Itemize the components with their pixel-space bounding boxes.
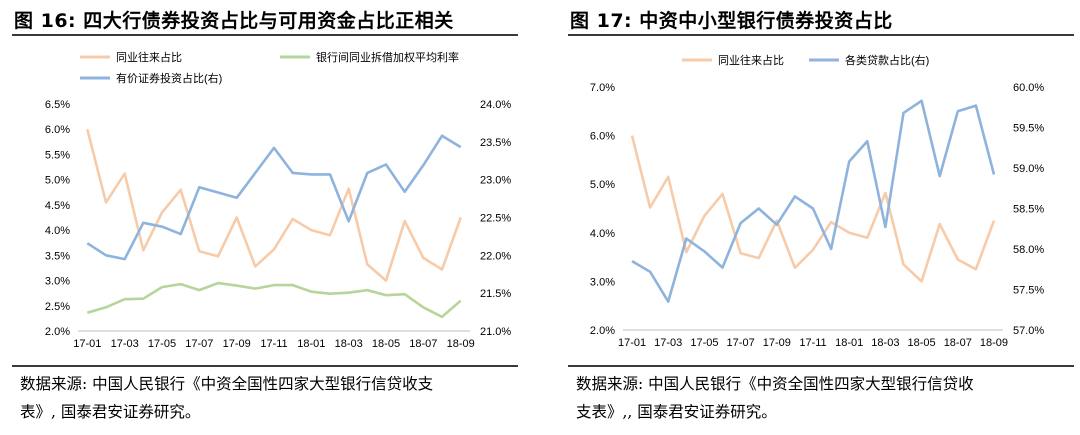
x-tick-label: 17-05 bbox=[690, 337, 718, 349]
series-line-2 bbox=[631, 99, 996, 303]
x-tick-label: 18-07 bbox=[409, 338, 437, 350]
series-line-2 bbox=[86, 281, 462, 319]
legend-label: 有价证券投资占比(右) bbox=[116, 71, 222, 85]
source-line-1: 数据来源: 中国人民银行《中资全国性四家大型银行信贷收 bbox=[576, 375, 974, 393]
y-tick-label: 6.0% bbox=[45, 124, 70, 136]
x-tick-label: 17-11 bbox=[799, 337, 826, 349]
y-tick-label: 5.5% bbox=[45, 149, 70, 161]
x-tick-label: 17-03 bbox=[654, 337, 682, 349]
y2-tick-label: 21.0% bbox=[480, 326, 511, 338]
y-tick-label: 5.0% bbox=[590, 179, 615, 191]
figure-16-source: 数据来源: 中国人民银行《中资全国性四家大型银行信贷收支 表》, 国泰君安证券研… bbox=[20, 370, 433, 426]
y-tick-label: 4.0% bbox=[590, 228, 615, 240]
legend-label: 各类贷款占比(右) bbox=[845, 53, 929, 67]
y2-tick-label: 24.0% bbox=[480, 99, 511, 111]
y-tick-label: 3.0% bbox=[590, 276, 615, 288]
y2-tick-label: 60.0% bbox=[1013, 82, 1044, 94]
x-tick-label: 18-09 bbox=[447, 338, 475, 350]
y-tick-label: 5.0% bbox=[45, 175, 70, 187]
x-tick-label: 18-05 bbox=[372, 338, 400, 350]
x-tick-label: 18-05 bbox=[908, 337, 936, 349]
x-tick-label: 17-03 bbox=[111, 338, 139, 350]
y-tick-label: 4.0% bbox=[45, 225, 70, 237]
x-tick-label: 18-07 bbox=[944, 337, 972, 349]
legend-label: 同业往来占比 bbox=[116, 50, 182, 64]
y2-tick-label: 57.0% bbox=[1013, 325, 1044, 337]
y2-tick-label: 59.5% bbox=[1013, 123, 1044, 135]
bottom-rule bbox=[568, 365, 1074, 367]
y-tick-label: 2.0% bbox=[590, 325, 615, 337]
y2-tick-label: 59.0% bbox=[1013, 163, 1044, 175]
x-tick-label: 18-03 bbox=[335, 338, 363, 350]
series-line-3 bbox=[86, 134, 462, 261]
source-line-1: 数据来源: 中国人民银行《中资全国性四家大型银行信贷收支 bbox=[20, 375, 434, 393]
chart-16: 2.0% 2.5% 3.0% 3.5% 4.0% 4.5% 5.0% 5.5% 6.0% 6.5%… bbox=[45, 50, 511, 350]
y2-tick-label: 23.5% bbox=[480, 137, 511, 149]
x-tick-label: 17-01 bbox=[73, 338, 101, 350]
y-tick-label: 3.0% bbox=[45, 276, 70, 288]
source-line-2: 支表》,, 国泰君安证券研究。 bbox=[576, 403, 777, 421]
y2-tick-label: 21.5% bbox=[480, 288, 511, 300]
y-tick-label: 3.5% bbox=[45, 250, 70, 262]
figure-17-panel: 图 17: 中资中小型银行债券投资占比 2.0% 3.0% 4.0% 5.0% 6.0%… bbox=[556, 0, 1080, 435]
x-tick-label: 18-01 bbox=[297, 338, 325, 350]
x-tick-label: 17-07 bbox=[727, 337, 755, 349]
x-tick-label: 18-03 bbox=[871, 337, 899, 349]
chart-17: 2.0% 3.0% 4.0% 5.0% 6.0% 7.0% 57.0% 57.5% 58.0% 5… bbox=[590, 53, 1044, 349]
y-tick-label: 6.5% bbox=[45, 99, 70, 111]
legend-label: 银行间同业拆借加权平均利率 bbox=[316, 50, 459, 64]
x-tick-label: 17-05 bbox=[148, 338, 176, 350]
y-tick-label: 4.5% bbox=[45, 200, 70, 212]
y-tick-label: 6.0% bbox=[590, 131, 615, 143]
figure-16-title: 图 16: 四大行债券投资占比与可用资金占比正相关 bbox=[14, 10, 454, 32]
title-rule bbox=[12, 34, 518, 36]
figure-17-title: 图 17: 中资中小型银行债券投资占比 bbox=[570, 10, 893, 32]
figure-16-panel: 图 16: 四大行债券投资占比与可用资金占比正相关 2.0% 2.5% 3.0% 3.… bbox=[0, 0, 530, 435]
x-tick-label: 17-09 bbox=[763, 337, 791, 349]
source-line-2: 表》, 国泰君安证券研究。 bbox=[20, 403, 201, 421]
x-tick-label: 18-01 bbox=[835, 337, 863, 349]
y-tick-label: 2.0% bbox=[45, 326, 70, 338]
y-tick-label: 2.5% bbox=[45, 301, 70, 313]
y2-tick-label: 58.5% bbox=[1013, 204, 1044, 216]
x-tick-label: 17-09 bbox=[223, 338, 251, 350]
figure-17-source: 数据来源: 中国人民银行《中资全国性四家大型银行信贷收 支表》,, 国泰君安证券… bbox=[576, 370, 974, 426]
x-tick-label: 18-09 bbox=[980, 337, 1008, 349]
bottom-rule bbox=[12, 365, 518, 367]
y2-tick-label: 57.5% bbox=[1013, 285, 1044, 297]
series-line-1 bbox=[630, 135, 996, 283]
y2-tick-label: 22.0% bbox=[480, 250, 511, 262]
legend-label: 同业往来占比 bbox=[718, 53, 784, 67]
series-line-1 bbox=[86, 128, 462, 282]
title-rule bbox=[568, 34, 1074, 36]
x-tick-label: 17-07 bbox=[185, 338, 213, 350]
y2-tick-label: 58.0% bbox=[1013, 244, 1044, 256]
y2-tick-label: 23.0% bbox=[480, 175, 511, 187]
x-tick-label: 17-11 bbox=[260, 338, 287, 350]
y-tick-label: 7.0% bbox=[590, 82, 615, 94]
y2-tick-label: 22.5% bbox=[480, 213, 511, 225]
x-tick-label: 17-01 bbox=[618, 337, 646, 349]
